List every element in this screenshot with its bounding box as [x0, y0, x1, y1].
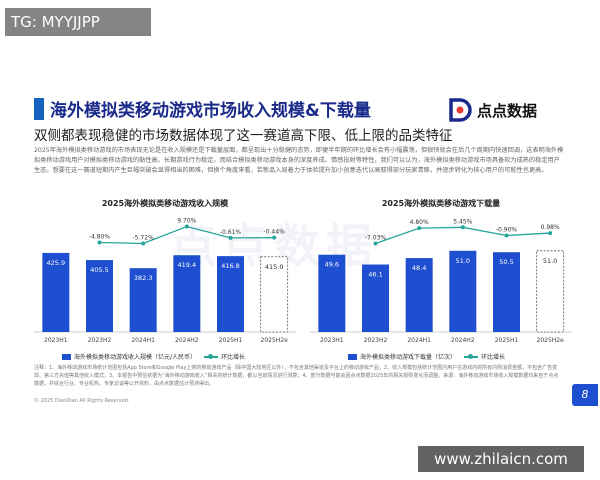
revenue-growth-label: -4.80%: [89, 233, 111, 240]
revenue-growth-point: [97, 240, 102, 245]
legend-bar-swatch: [62, 353, 71, 360]
revenue-category-label: 2024H1: [131, 337, 155, 344]
revenue-chart-legend: 海外模拟类移动游戏收入规模（亿元/人民币） 环比增长: [62, 352, 245, 361]
copyright: © 2025 DianDian All Rights Reserved.: [34, 398, 130, 404]
page-title: 海外模拟类移动游戏市场收入规模&下载量: [50, 101, 371, 121]
brand-logo: 点点数据: [448, 98, 537, 122]
downloads-bar-label: 51.0: [456, 257, 470, 265]
page-subtitle: 双侧都表现稳健的市场数据体现了这一赛道高下限、低上限的品类特征: [34, 128, 453, 144]
legend-bar-label: 海外模拟类移动游戏下载量（亿次）: [360, 354, 457, 361]
revenue-chart-title: 2025海外模拟类移动游戏收入规模: [101, 199, 229, 208]
downloads-growth-point: [504, 233, 509, 238]
downloads-bar: [318, 254, 346, 332]
downloads-category-label: 2023H1: [320, 337, 344, 344]
downloads-bar-label: 48.4: [412, 264, 426, 272]
legend-line-swatch: [464, 353, 479, 359]
downloads-chart-legend: 海外模拟类移动游戏下载量（亿次） 环比增长: [348, 352, 505, 361]
diandian-logo-icon: [449, 98, 472, 122]
legend-line-label: 环比增长: [481, 354, 506, 361]
revenue-bar: [129, 268, 157, 332]
revenue-bar-label: 382.3: [134, 274, 153, 282]
revenue-growth-point: [228, 235, 233, 240]
revenue-growth-line: [99, 225, 275, 245]
downloads-category-label: 2024H2: [451, 337, 475, 344]
downloads-chart-title: 2025海外模拟类移动游戏下载量: [381, 199, 501, 208]
revenue-growth-point: [184, 224, 189, 229]
downloads-growth-label: -7.03%: [365, 234, 387, 241]
revenue-growth-point: [141, 241, 146, 246]
downloads-growth-label: -0.90%: [496, 227, 518, 234]
watermark-tag: TG: MYYJJPP: [5, 8, 151, 36]
legend-bar-label: 海外模拟类移动游戏收入规模（亿元/人民币）: [74, 354, 197, 361]
revenue-category-label: 2025H1: [219, 337, 243, 344]
revenue-bar-label: 415.0: [265, 263, 284, 271]
downloads-growth-point: [373, 241, 378, 246]
downloads-category-label: 2025H1: [495, 337, 519, 344]
downloads-growth-label: 0.98%: [541, 224, 560, 231]
downloads-category-label: 2024H1: [407, 337, 431, 344]
site-watermark: www.zhilaicn.com: [418, 446, 584, 472]
legend-bar-swatch: [348, 353, 357, 360]
revenue-growth-point: [272, 235, 277, 240]
title-accent-bar: [34, 98, 44, 120]
revenue-growth-label: 9.70%: [177, 218, 196, 225]
revenue-growth-label: -0.44%: [264, 229, 286, 236]
revenue-bar: [173, 255, 201, 332]
revenue-bar-label: 425.9: [47, 259, 66, 267]
description-paragraph: 2025年海外模拟类移动游戏的市场表现无论是在收入规模还是下载量层面，都呈现出十…: [34, 147, 564, 174]
revenue-category-label: 2023H2: [88, 337, 112, 344]
downloads-bar: [449, 250, 477, 332]
legend-line-swatch: [204, 353, 219, 359]
downloads-bar: [405, 258, 433, 332]
page-number-badge: 8: [572, 384, 598, 406]
downloads-growth-point: [417, 226, 422, 231]
downloads-growth-line: [375, 226, 551, 245]
downloads-growth-point: [548, 231, 553, 236]
revenue-bar: [42, 252, 70, 332]
revenue-bar-label: 419.4: [178, 261, 197, 269]
downloads-bar-label: 49.6: [325, 261, 339, 269]
downloads-growth-label: 4.80%: [410, 219, 429, 226]
revenue-chart: 425.9 2023H1 405.5 2023H2 382.3 2024H1 419.4 20…: [34, 218, 296, 344]
revenue-category-label: 2024H2: [175, 337, 199, 344]
downloads-bar-label: 46.1: [368, 271, 382, 279]
revenue-bar-label: 416.8: [221, 262, 240, 270]
logo-text: 点点数据: [477, 101, 538, 120]
revenue-growth-label: -5.72%: [133, 234, 155, 241]
revenue-growth-label: -0.61%: [220, 229, 242, 236]
revenue-bar: [86, 260, 113, 332]
revenue-category-label: 2025H2e: [261, 337, 289, 344]
downloads-bar: [493, 252, 520, 332]
downloads-bar-label: 50.5: [499, 258, 513, 266]
downloads-growth-point: [460, 225, 465, 230]
revenue-bar: [260, 256, 289, 333]
downloads-chart: 49.6 2023H1 46.1 2023H2 48.4 2024H1 51.0 2024H2…: [310, 218, 572, 344]
downloads-bar-label: 51.0: [543, 257, 557, 265]
revenue-category-label: 2023H1: [44, 337, 68, 344]
revenue-bar-label: 405.5: [90, 266, 109, 274]
downloads-bar: [536, 250, 565, 333]
footnotes: 注释：1、海外移动游戏市场统计范围包括App Store和Google Play…: [34, 365, 559, 387]
downloads-category-label: 2025H2e: [537, 337, 565, 344]
downloads-category-label: 2023H2: [364, 337, 388, 344]
legend-line-label: 环比增长: [221, 354, 246, 361]
revenue-bar: [217, 256, 244, 332]
downloads-growth-label: 5.45%: [453, 218, 472, 225]
downloads-bar: [362, 264, 389, 332]
